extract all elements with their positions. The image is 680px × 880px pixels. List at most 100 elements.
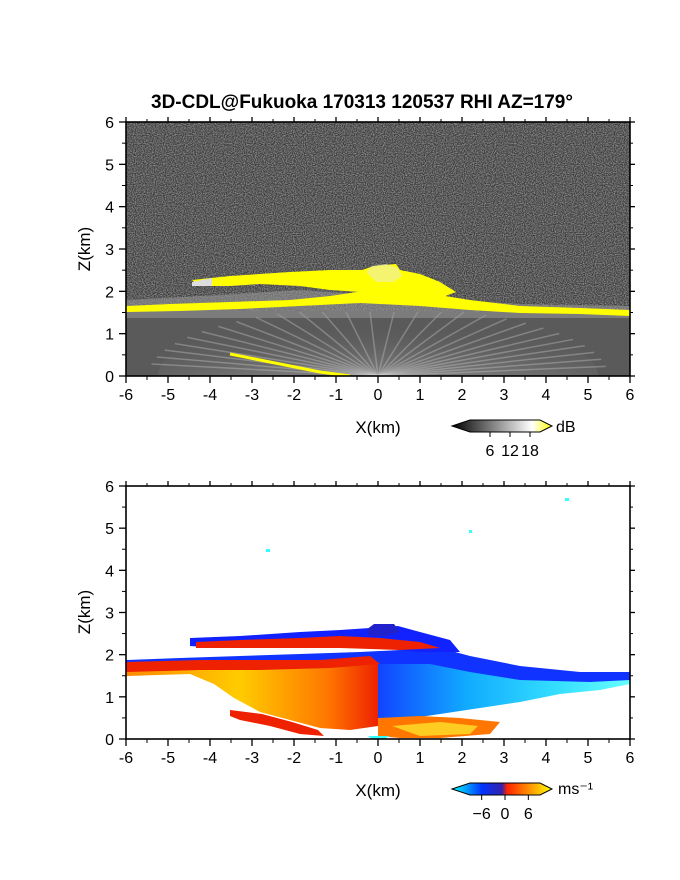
cloud-top-echo (366, 264, 402, 282)
x-tick-label: 0 (374, 750, 383, 767)
x-axis-label: X(km) (355, 418, 400, 437)
x-tick-label: -2 (287, 750, 301, 767)
beam-streak (377, 338, 574, 376)
ground-echo-line (229, 352, 351, 376)
colorbar-tick-label: −6 (473, 806, 491, 823)
x-tick-label: -6 (119, 387, 133, 404)
beam-streak (174, 342, 379, 376)
beam-streak (321, 311, 379, 376)
colorbar-tick-label: 18 (521, 443, 539, 460)
beam-streak (377, 311, 419, 376)
x-tick-label: 2 (458, 387, 467, 404)
velocity-field (126, 486, 630, 739)
beam-streak (187, 336, 379, 376)
upper-velocity-red (196, 636, 440, 650)
colorbar-tick-label: 6 (524, 806, 533, 823)
beam-streak (218, 325, 379, 376)
y-tick-label: 3 (105, 606, 114, 623)
x-tick-label: -4 (203, 750, 217, 767)
y-tick-label: 2 (105, 648, 114, 665)
backscatter-axes: -6 -5 -4 -3 -2 -1 0 1 2 3 4 5 6 0 1 2 3 4 5 6 (105, 115, 635, 404)
lower-positive-core (392, 722, 478, 736)
beam-streak (298, 311, 379, 376)
beam-streak (377, 358, 602, 376)
upper-layer-gray-spots (192, 278, 212, 286)
y-tick-label: 5 (105, 157, 114, 174)
y-tick-label: 1 (105, 690, 114, 707)
y-tick-label: 5 (105, 521, 114, 538)
beam-streak (377, 318, 507, 376)
beam-streaks (151, 311, 606, 376)
top-red-layer (126, 656, 380, 672)
x-tick-label: 5 (584, 387, 593, 404)
colorbar-ticks: −6 0 6 (473, 795, 533, 823)
y-tick-label: 0 (105, 369, 114, 386)
beam-streak (377, 314, 487, 376)
beam-streak (276, 313, 379, 376)
top-blue-layer (126, 648, 630, 682)
beam-streak (369, 311, 379, 376)
x-tick-label: 5 (584, 750, 593, 767)
backscatter-colorbar: 6 12 18 dB (450, 419, 576, 460)
colorbar-ticks: 6 12 18 (486, 432, 539, 460)
y-tick-label: 2 (105, 284, 114, 301)
lower-left-scatter (230, 710, 324, 736)
colorbar-body (450, 782, 554, 796)
y-tick-label: 6 (105, 115, 114, 132)
beam-streak (377, 327, 544, 376)
positive-velocity-region (126, 662, 378, 730)
beam-streak (377, 345, 585, 376)
y-tick-label: 1 (105, 327, 114, 344)
x-tick-label: 1 (416, 750, 425, 767)
x-tick-label: -1 (329, 750, 343, 767)
y-tick-label: 3 (105, 242, 114, 259)
colorbar-unit: ms⁻¹ (558, 781, 593, 798)
x-tick-label: -6 (119, 750, 133, 767)
colorbar-unit: dB (556, 419, 576, 436)
beam-streak (255, 316, 379, 376)
y-tick-label: 4 (105, 563, 114, 580)
velocity-axes: -6 -5 -4 -3 -2 -1 0 1 2 3 4 5 6 0 1 2 3 4 5 6 (105, 479, 635, 767)
x-tick-label: 1 (416, 387, 425, 404)
beam-streak (236, 320, 379, 376)
cloud-top-velocity (366, 624, 400, 636)
beam-streak (377, 311, 442, 376)
stray-pixel (266, 549, 270, 552)
x-tick-label: 3 (500, 387, 509, 404)
x-tick-label: -4 (203, 387, 217, 404)
x-tick-label: 4 (542, 387, 551, 404)
x-tick-label: 3 (500, 750, 509, 767)
velocity-colorbar: −6 0 6 ms⁻¹ (450, 781, 593, 823)
y-tick-label: 6 (105, 479, 114, 496)
y-tick-label: 4 (105, 200, 114, 217)
colorbar-body (450, 419, 554, 433)
x-tick-label: 6 (626, 750, 635, 767)
y-axis-label: Z(km) (75, 590, 94, 634)
beam-streak (201, 330, 379, 376)
beam-streak (377, 332, 560, 376)
x-tick-label: -1 (329, 387, 343, 404)
main-cloud-layer (126, 290, 630, 316)
beam-streak (377, 365, 606, 376)
beam-streak (377, 311, 465, 376)
beam-streak (156, 356, 379, 376)
colorbar-tick-label: 0 (501, 806, 510, 823)
y-tick-label: 0 (105, 732, 114, 749)
x-axis-label: X(km) (355, 781, 400, 800)
x-tick-label: -5 (161, 750, 175, 767)
x-tick-label: -3 (245, 387, 259, 404)
stray-pixel (565, 498, 569, 501)
chart-title: 3D-CDL@Fukuoka 170313 120537 RHI AZ=179° (151, 92, 573, 113)
x-tick-label: 2 (458, 750, 467, 767)
colorbar-tick-label: 12 (501, 443, 519, 460)
beam-streak (345, 311, 379, 376)
x-tick-label: 4 (542, 750, 551, 767)
x-tick-label: 6 (626, 387, 635, 404)
stray-pixel (469, 530, 472, 533)
x-tick-label: 0 (374, 387, 383, 404)
x-tick-label: -2 (287, 387, 301, 404)
colorbar-tick-label: 6 (486, 443, 495, 460)
